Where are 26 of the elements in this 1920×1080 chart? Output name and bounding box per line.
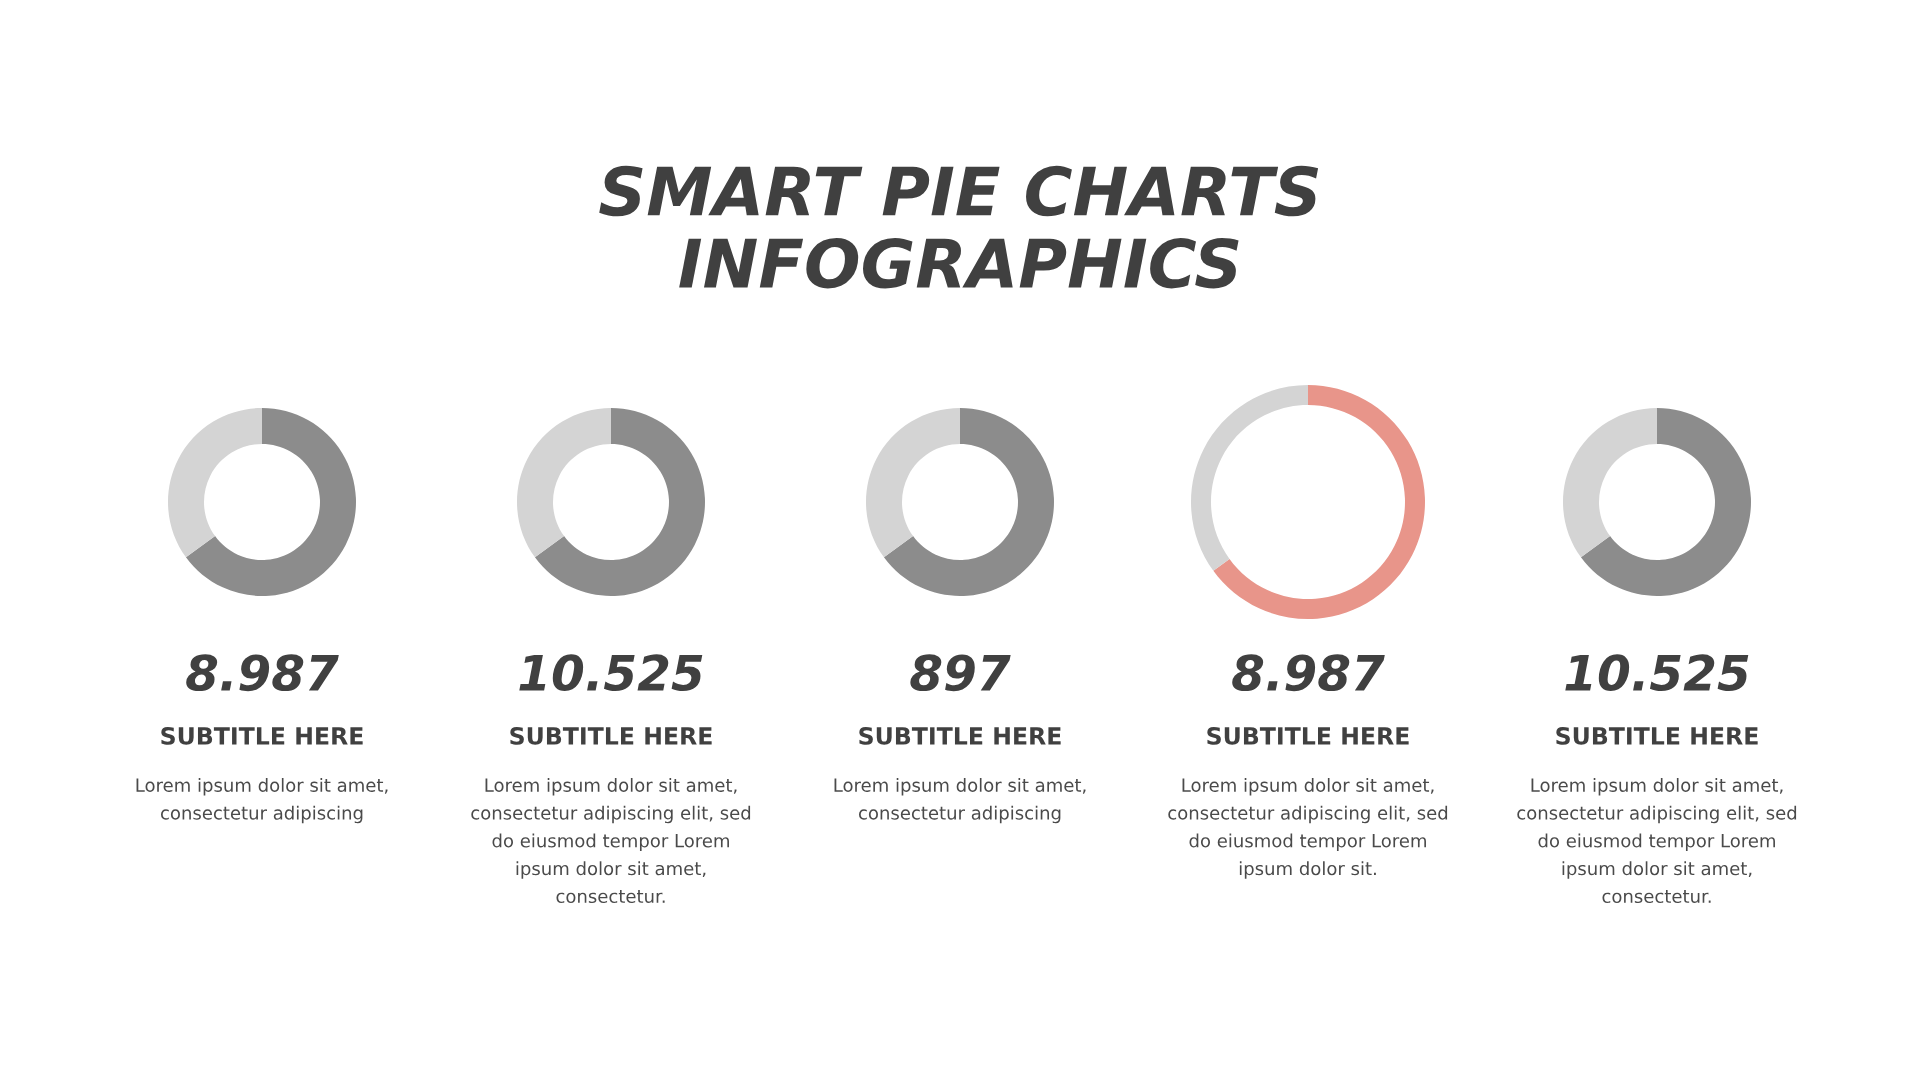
text: Lorem ipsum dolor sit amet, consectetur adipiscing — [136, 778, 388, 824]
donut-slice — [185, 408, 356, 596]
text: 897 — [910, 654, 1011, 692]
donut-slice — [168, 408, 262, 558]
donut-slice — [1580, 408, 1751, 596]
donut-slice — [517, 408, 611, 558]
text: Lorem ipsum dolor sit amet, consectetur adipiscing elit, sed do eiusmod tempor Lorem ipsum dolor sit amet, consectetur. — [471, 778, 751, 904]
text: SMART PIE CHARTS INFOGRAPHICS — [599, 165, 1319, 289]
donut-slice — [866, 408, 960, 558]
donut-slice — [883, 408, 1054, 596]
text: 10.525 — [1565, 654, 1749, 692]
text: SUBTITLE HERE — [161, 726, 363, 745]
donut-slice — [1191, 385, 1308, 571]
text: 10.525 — [519, 654, 703, 692]
text: 8.987 — [186, 654, 339, 692]
donut-slice — [1563, 408, 1657, 558]
text: SUBTITLE HERE — [1207, 726, 1409, 745]
text: Lorem ipsum dolor sit amet, consectetur adipiscing elit, sed do eiusmod tempor Lorem ipsum dolor sit. — [1168, 778, 1448, 879]
text: Lorem ipsum dolor sit amet, consectetur adipiscing elit, sed do eiusmod tempor Lorem ipsum dolor sit amet, consectetur. — [1517, 778, 1797, 904]
donut-slice — [1213, 385, 1425, 619]
donut-slice — [534, 408, 705, 596]
text: 8.987 — [1232, 654, 1385, 692]
text: SUBTITLE HERE — [510, 726, 712, 745]
text: Lorem ipsum dolor sit amet, consectetur adipiscing — [834, 778, 1086, 824]
text: SUBTITLE HERE — [859, 726, 1061, 745]
text: SUBTITLE HERE — [1556, 726, 1758, 745]
